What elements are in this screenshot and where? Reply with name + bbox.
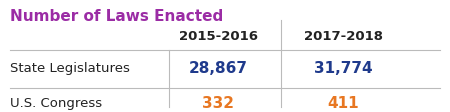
Text: 2015-2016: 2015-2016: [179, 30, 258, 43]
Text: Number of Laws Enacted: Number of Laws Enacted: [10, 9, 224, 24]
Text: 332: 332: [202, 95, 234, 110]
Text: 2017-2018: 2017-2018: [304, 30, 383, 43]
Text: 31,774: 31,774: [314, 61, 373, 76]
Text: 28,867: 28,867: [189, 61, 248, 76]
Text: State Legislatures: State Legislatures: [10, 62, 130, 75]
Text: U.S. Congress: U.S. Congress: [10, 96, 103, 109]
Text: 411: 411: [328, 95, 360, 110]
